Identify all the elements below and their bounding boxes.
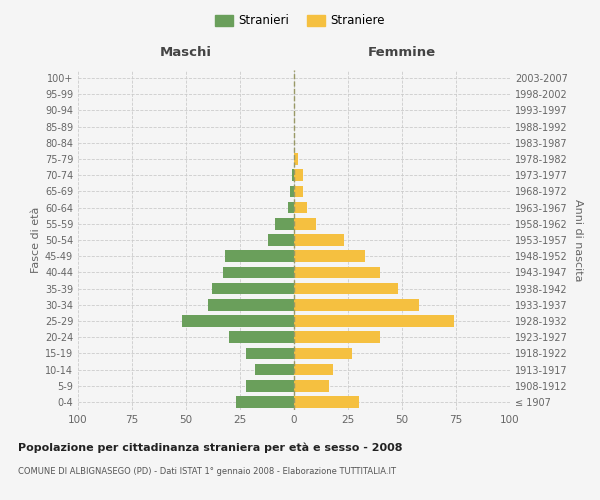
Bar <box>212 282 294 294</box>
Text: Popolazione per cittadinanza straniera per età e sesso - 2008: Popolazione per cittadinanza straniera p… <box>18 442 403 453</box>
Bar <box>294 170 302 181</box>
Bar <box>223 266 294 278</box>
Bar <box>294 218 316 230</box>
Y-axis label: Fasce di età: Fasce di età <box>31 207 41 273</box>
Y-axis label: Anni di nascita: Anni di nascita <box>573 198 583 281</box>
Bar <box>294 153 298 165</box>
Text: Maschi: Maschi <box>160 46 212 59</box>
Text: COMUNE DI ALBIGNASEGO (PD) - Dati ISTAT 1° gennaio 2008 - Elaborazione TUTTITALI: COMUNE DI ALBIGNASEGO (PD) - Dati ISTAT … <box>18 468 396 476</box>
Bar <box>294 396 359 407</box>
Bar <box>290 186 294 198</box>
Bar <box>236 396 294 407</box>
Bar <box>275 218 294 230</box>
Bar <box>287 202 294 213</box>
Bar <box>294 186 302 198</box>
Bar <box>255 364 294 376</box>
Bar <box>247 380 294 392</box>
Bar <box>294 315 454 327</box>
Bar <box>294 250 365 262</box>
Bar <box>182 315 294 327</box>
Bar <box>229 332 294 343</box>
Bar <box>208 299 294 310</box>
Bar <box>294 282 398 294</box>
Bar <box>294 266 380 278</box>
Bar <box>294 380 329 392</box>
Bar <box>292 170 294 181</box>
Bar <box>268 234 294 246</box>
Bar <box>294 202 307 213</box>
Bar <box>294 348 352 359</box>
Bar <box>294 234 344 246</box>
Legend: Stranieri, Straniere: Stranieri, Straniere <box>211 11 389 31</box>
Bar <box>294 299 419 310</box>
Bar <box>225 250 294 262</box>
Bar <box>247 348 294 359</box>
Bar <box>294 332 380 343</box>
Text: Femmine: Femmine <box>368 46 436 59</box>
Bar <box>294 364 333 376</box>
